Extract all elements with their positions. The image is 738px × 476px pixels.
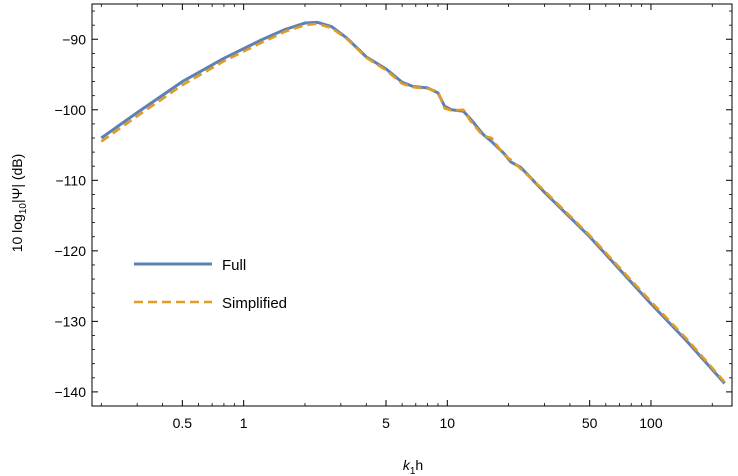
series-line-simplified <box>100 22 726 383</box>
plot-frame <box>91 3 733 407</box>
series-layer <box>100 20 726 385</box>
x-tick-label: 0.5 <box>173 415 193 431</box>
x-axis-label-main: k <box>403 457 411 473</box>
x-tick-label: 10 <box>440 415 456 431</box>
y-tick-label: −130 <box>54 313 86 329</box>
legend-label-simplified: Simplified <box>222 295 287 312</box>
y-tick-label: −90 <box>62 31 86 47</box>
y-axis-label: 10 log10|Ψ| (dB) <box>9 154 29 253</box>
x-axis-label-sub: 1 <box>410 466 416 476</box>
x-tick-label: 1 <box>240 415 248 431</box>
y-tick-label: −140 <box>54 384 86 400</box>
x-axis-label-suffix: h <box>415 457 423 473</box>
x-tick-label: 5 <box>382 415 390 431</box>
axis-ticks <box>92 4 732 407</box>
legend: Full Simplified <box>134 257 287 312</box>
x-tick-label: 50 <box>582 415 598 431</box>
x-axis-label: k1h <box>403 457 423 476</box>
x-tick-labels: 0.5 1 5 10 50 100 <box>173 415 663 431</box>
y-axis-label-sub: 10 <box>18 203 29 215</box>
y-axis-label-prefix: 10 log <box>9 214 25 252</box>
y-tick-label: −120 <box>54 243 86 259</box>
legend-label-full: Full <box>222 257 246 274</box>
x-tick-label: 100 <box>639 415 663 431</box>
y-tick-label: −110 <box>56 172 87 188</box>
plot-border <box>91 3 733 407</box>
y-tick-label: −100 <box>54 102 86 118</box>
y-axis-label-suffix: |Ψ| (dB) <box>9 154 25 203</box>
y-tick-labels: −90 −100 −110 −120 −130 −140 <box>54 31 86 400</box>
